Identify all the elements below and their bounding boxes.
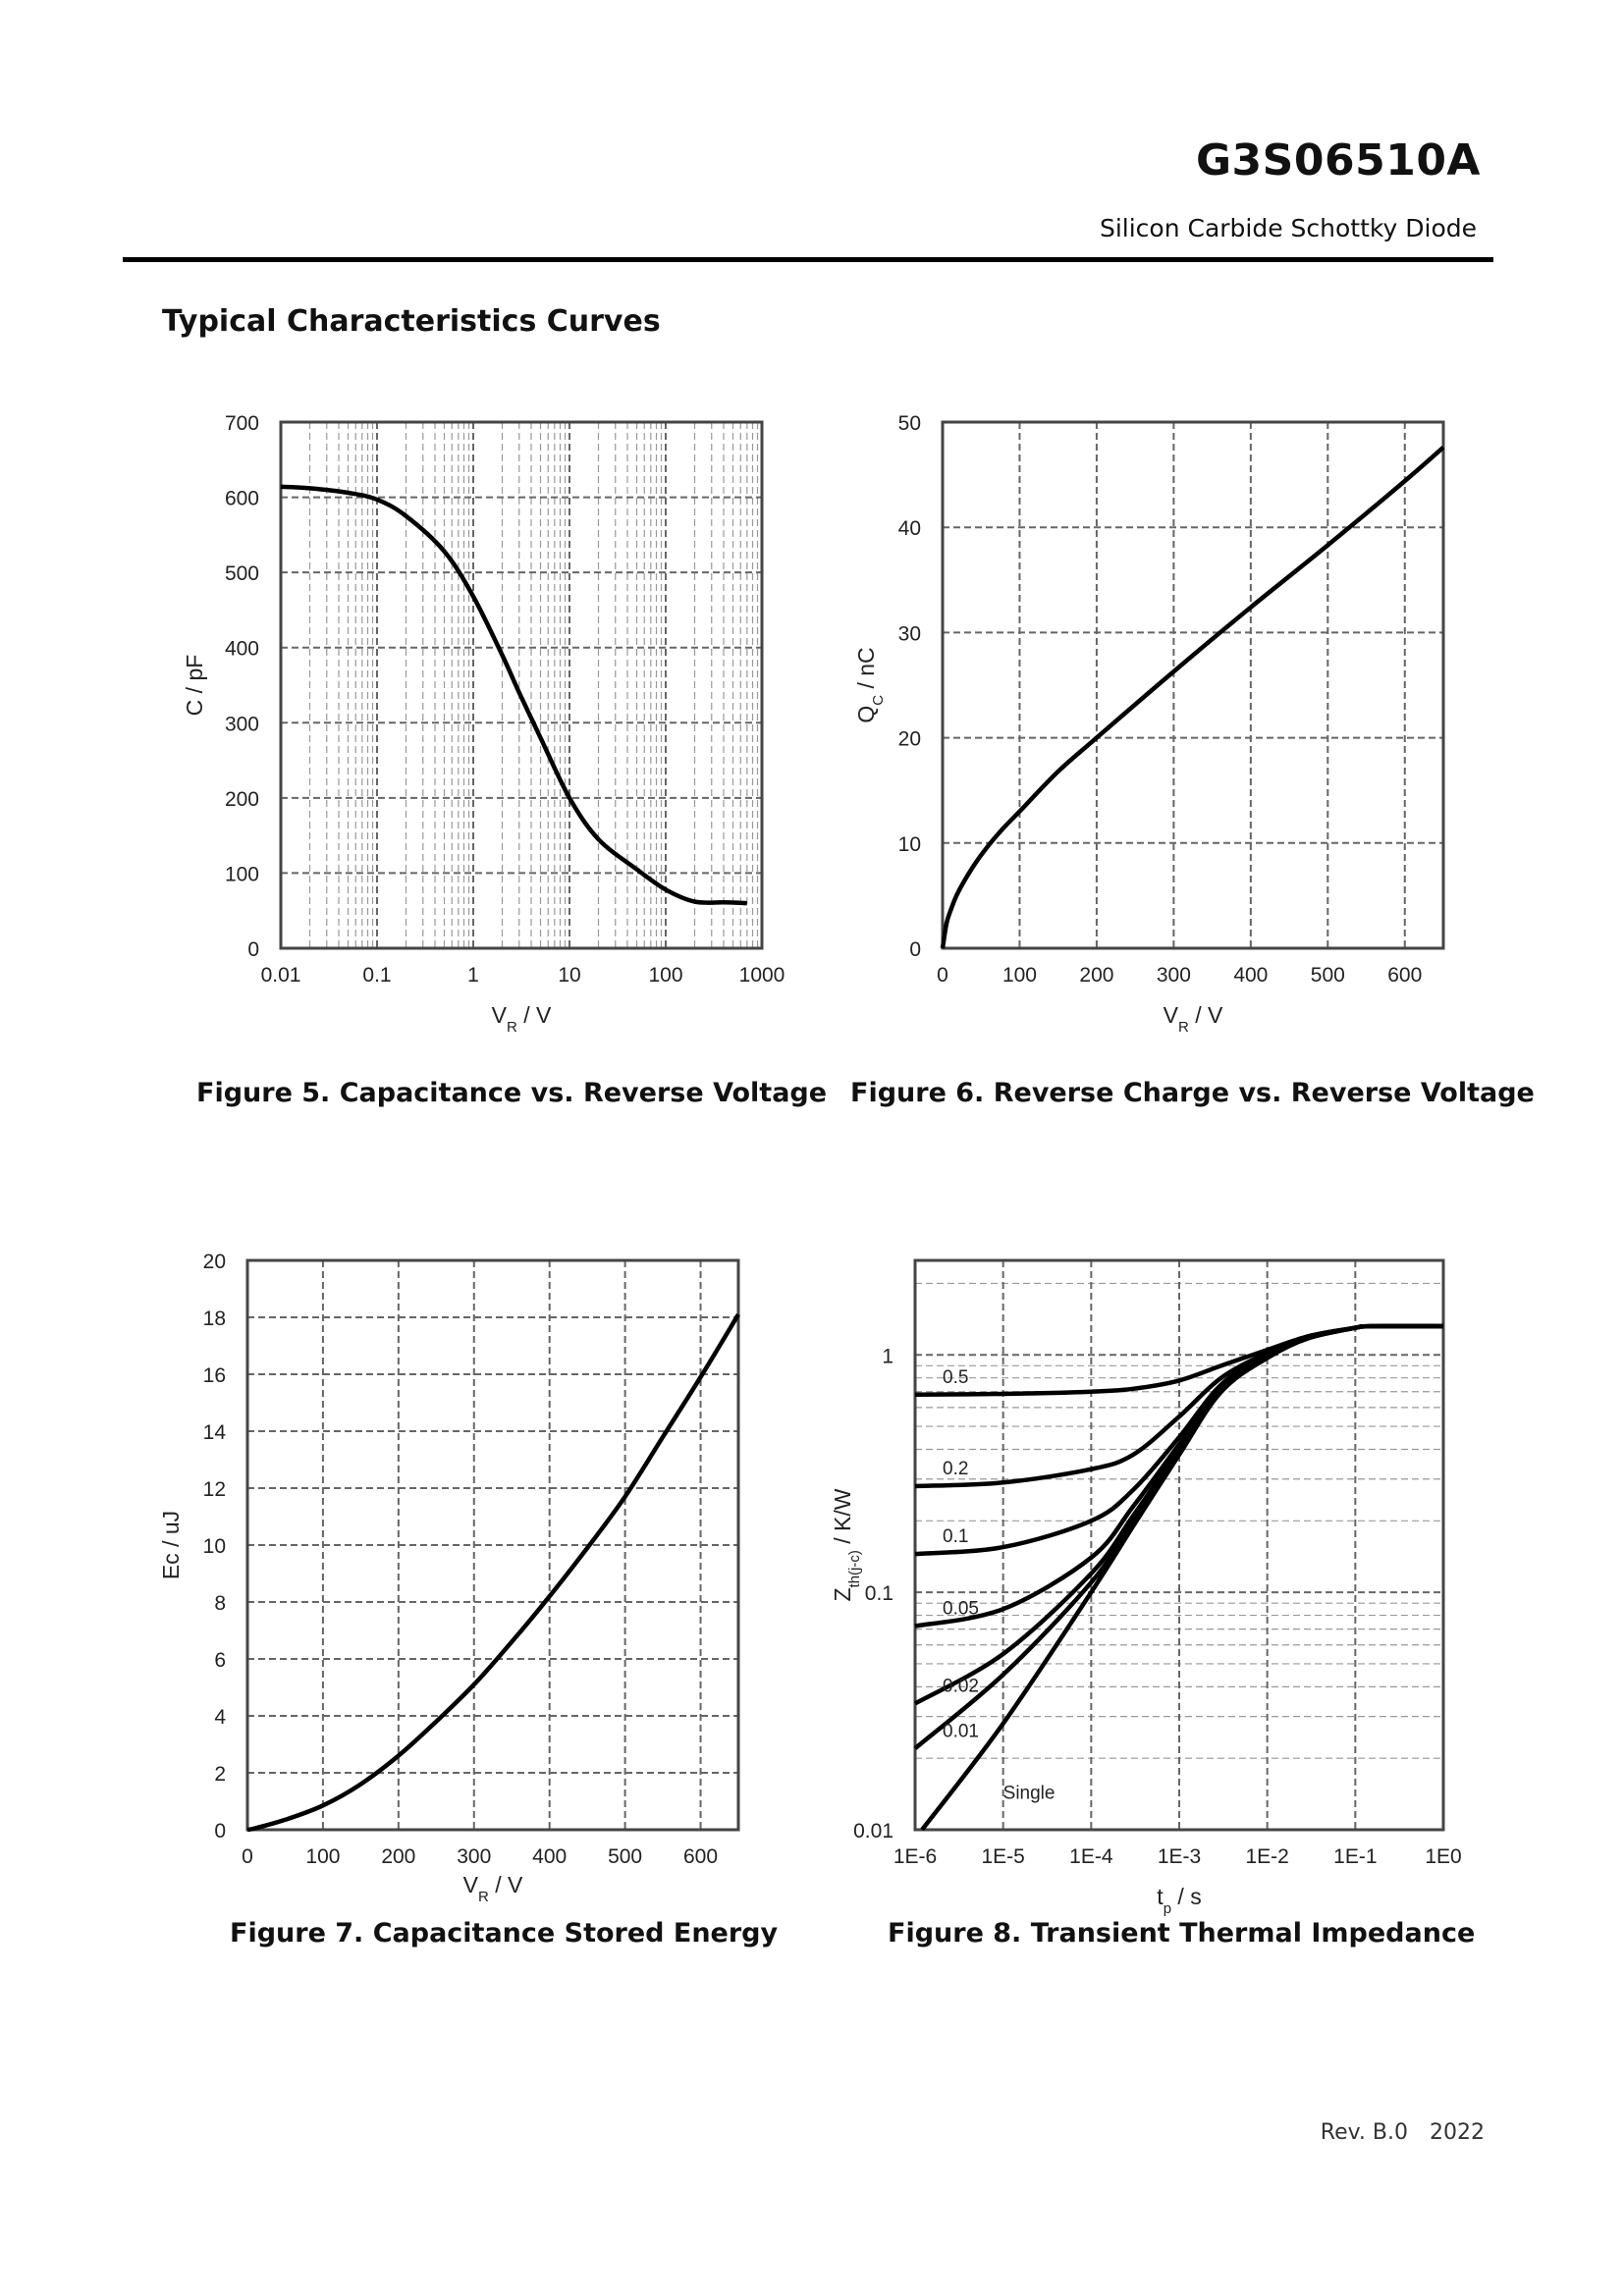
chart-1-y-tick-label: 50 [898,412,921,435]
chart-3-x-tick-label: 1E-1 [1333,1845,1377,1868]
chart-capacitance: 0.01 0.1 1 10 100 1000 0 100 200 300 400 500 600 700 V… [182,412,785,1036]
chart-1-series-line [940,446,1445,949]
chart-3-series-label: 0.1 [943,1526,968,1547]
chart-0-x-axis-label: VR / V [492,1002,552,1036]
chart-0-y-tick-label: 300 [225,713,259,735]
chart-3-series-label: 0.05 [943,1599,979,1620]
chart-1-y-tick-label: 0 [909,938,921,961]
chart-3-y-tick-label: 0.1 [865,1582,893,1605]
chart-3-y-tick-label: 0.01 [853,1820,893,1842]
chart-3-x-axis-label: tp / s [1157,1884,1201,1917]
figure-5-caption: Figure 5. Capacitance vs. Reverse Voltag… [196,1078,828,1108]
chart-2-x-axis-label: VR / V [463,1872,523,1905]
part-number: G3S06510A [1195,135,1481,186]
chart-0-x-tick-label: 100 [648,964,682,987]
chart-3-series-label: 0.01 [943,1721,979,1741]
chart-3-series-label: 0.02 [943,1677,979,1697]
chart-3-series-label: 0.5 [943,1367,968,1388]
chart-1-x-tick-label: 300 [1157,964,1191,987]
chart-1-y-tick-label: 40 [898,517,921,540]
chart-3-y-tick-label: 1 [882,1345,893,1367]
chart-2-plot-frame [245,1258,740,1832]
figure-8-caption: Figure 8. Transient Thermal Impedance [888,1918,1476,1949]
chart-2-x-tick-label: 400 [532,1845,567,1868]
chart-3-x-tick-label: 1E-3 [1158,1845,1201,1868]
chart-2-y-tick-label: 18 [203,1308,226,1330]
chart-1-y-tick-label: 30 [898,622,921,645]
chart-0-y-tick-label: 400 [225,638,259,661]
chart-1-x-tick-label: 400 [1233,964,1268,987]
chart-0-y-tick-label: 500 [225,562,259,585]
header-rule [123,257,1493,262]
chart-3-series-label: 0.2 [943,1459,968,1479]
chart-1-x-tick-label: 200 [1079,964,1113,987]
chart-3-x-tick-label: 1E0 [1425,1845,1461,1868]
chart-thermal-impedance: 1E-6 1E-5 1E-4 1E-3 1E-2 1E-1 1E0 0.01 0.1 1 0.5 0.… [830,1258,1462,1917]
chart-1-y-axis-label: QC / nC [853,647,887,722]
chart-0-y-tick-label: 200 [225,788,259,811]
chart-3-plot-frame [913,1258,1445,1832]
revision-year: 2022 [1430,2120,1485,2145]
chart-0-y-tick-label: 700 [225,412,259,435]
figure-6-caption: Figure 6. Reverse Charge vs. Reverse Vol… [850,1078,1535,1108]
chart-2-x-tick-label: 600 [683,1845,718,1868]
chart-0-y-tick-label: 100 [225,863,259,885]
chart-2-y-tick-label: 10 [203,1535,226,1558]
chart-3-y-axis-label: Zth(j-c) / K/W [830,1488,863,1601]
chart-0-y-tick-label: 600 [225,488,259,510]
chart-2-y-tick-label: 6 [214,1649,226,1672]
chart-0-y-tick-label: 0 [247,938,259,961]
footer: Rev. B.0 2022 [1321,2120,1485,2145]
chart-1-x-tick-label: 600 [1387,964,1422,987]
chart-0-y-axis-label: C / pF [182,655,207,717]
chart-2-y-tick-label: 16 [203,1364,226,1387]
chart-1-x-tick-label: 0 [937,964,948,987]
chart-3-x-tick-label: 1E-6 [893,1845,937,1868]
chart-1-x-axis-label: VR / V [1164,1002,1223,1036]
chart-2-x-tick-label: 200 [381,1845,415,1868]
chart-0-x-tick-label: 1000 [739,964,785,987]
chart-3-series-line [920,1323,1444,1832]
chart-2-x-tick-label: 300 [457,1845,491,1868]
chart-3-x-tick-label: 1E-2 [1245,1845,1288,1868]
chart-0-x-tick-label: 1 [467,964,479,987]
chart-0-x-tick-label: 0.1 [362,964,391,987]
chart-2-y-tick-label: 0 [214,1820,226,1842]
document-subtitle: Silicon Carbide Schottky Diode [1099,214,1477,242]
chart-2-y-tick-label: 12 [203,1478,226,1501]
chart-1-x-tick-label: 100 [1002,964,1037,987]
chart-2-y-axis-label: Ec / uJ [158,1511,184,1579]
chart-1-y-tick-label: 10 [898,833,921,856]
revision-label: Rev. B.0 [1320,2120,1408,2145]
figure-7-caption: Figure 7. Capacitance Stored Energy [230,1918,779,1949]
chart-1-plot-frame [941,420,1445,950]
chart-2-x-tick-label: 500 [608,1845,642,1868]
chart-3-x-tick-label: 1E-5 [981,1845,1024,1868]
chart-3-x-tick-label: 1E-4 [1069,1845,1113,1868]
chart-2-x-tick-label: 100 [305,1845,340,1868]
chart-stored-energy: 0 100 200 300 400 500 600 0 2 4 6 8 10 12 14 16 18 20 VR /… [158,1251,740,1905]
chart-2-y-tick-label: 2 [214,1763,226,1786]
chart-3-series-label: Single [1003,1783,1056,1803]
chart-2-y-tick-label: 8 [214,1592,226,1615]
chart-1-x-tick-label: 500 [1311,964,1345,987]
chart-2-y-tick-label: 20 [203,1251,226,1273]
chart-reverse-charge: 0 100 200 300 400 500 600 0 10 20 30 40 50 VR / V QC /… [853,412,1445,1036]
chart-0-series-line [280,484,747,906]
chart-2-y-tick-label: 14 [203,1421,227,1444]
chart-0-plot-frame [279,420,764,950]
chart-0-x-tick-label: 0.01 [261,964,301,987]
chart-0-x-tick-label: 10 [558,964,580,987]
chart-2-x-tick-label: 0 [242,1845,253,1868]
chart-1-y-tick-label: 20 [898,728,921,751]
chart-2-y-tick-label: 4 [214,1706,226,1729]
section-title: Typical Characteristics Curves [162,304,661,339]
chart-2-series-line [246,1312,740,1833]
